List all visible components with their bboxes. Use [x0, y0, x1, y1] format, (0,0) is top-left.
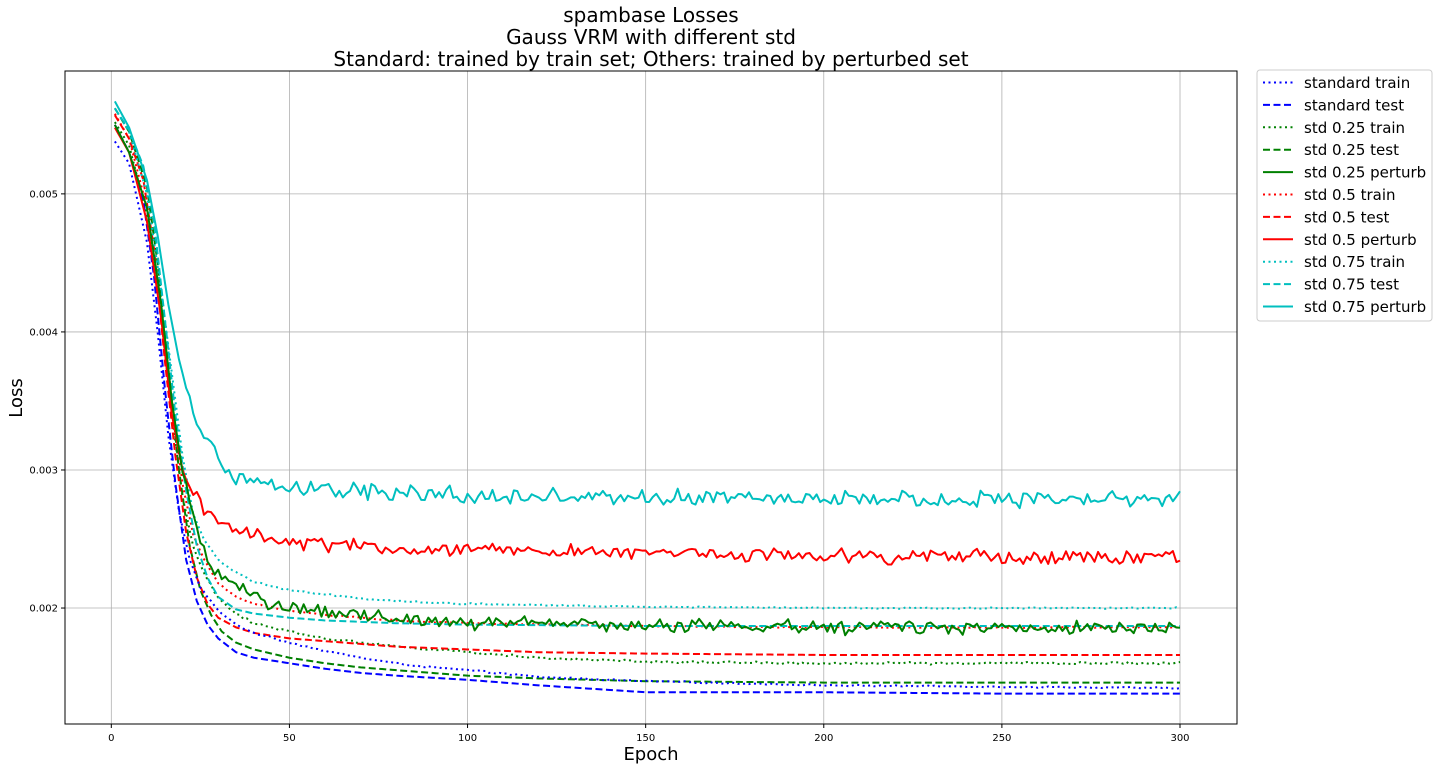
series-line-std-0-5-test: [114, 114, 1180, 656]
x-tick-label: 50: [283, 733, 296, 744]
chart-title: spambase Losses Gauss VRM with different…: [333, 3, 968, 71]
legend-label: std 0.25 perturb: [1304, 164, 1426, 182]
legend-box: [1256, 69, 1433, 322]
legend-label: std 0.75 train: [1304, 253, 1405, 271]
chart-title-line-1: spambase Losses: [563, 3, 738, 27]
series-line-std-0-75-perturb: [113, 100, 1181, 510]
y-tick-label: 0.004: [29, 327, 58, 338]
legend: standard train standard test std 0.25 trai…: [1256, 69, 1433, 322]
x-axis-label: Epoch: [623, 744, 678, 765]
y-tick-label: 0.002: [29, 604, 58, 615]
legend-label: std 0.75 test: [1304, 276, 1399, 294]
series-line-std-0-25-perturb: [113, 124, 1181, 637]
chart-title-line-2: Gauss VRM with different std: [506, 25, 796, 49]
series-line-standard-test: [113, 124, 1180, 695]
legend-label: std 0.5 test: [1304, 208, 1390, 226]
x-tick-label: 250: [992, 733, 1011, 744]
x-tick-label: 0: [108, 733, 114, 744]
x-tick-label: 200: [814, 733, 833, 744]
series-line-standard-train: [114, 140, 1181, 690]
legend-label: std 0.5 train: [1304, 186, 1396, 204]
series-line-std-0-5-perturb: [114, 127, 1181, 566]
plot-area: [113, 100, 1181, 695]
series-line-std-0-25-test: [114, 107, 1180, 684]
legend-label: std 0.25 test: [1304, 141, 1399, 159]
x-tick-label: 150: [636, 733, 655, 744]
series-line-std-0-75-train: [114, 107, 1181, 610]
x-axis-ticks: 0 50 100 150 200 250 300: [108, 724, 1190, 744]
y-tick-label: 0.005: [29, 189, 58, 200]
legend-label: std 0.75 perturb: [1304, 298, 1426, 316]
series-line-std-0-25-train: [114, 121, 1181, 666]
y-axis-label: Loss: [6, 378, 27, 417]
series-line-std-0-5-train: [114, 113, 1181, 630]
y-tick-label: 0.003: [29, 465, 58, 476]
grid: [65, 71, 1237, 724]
plot-frame: [64, 70, 1238, 725]
series-line-std-0-75-test: [114, 107, 1180, 627]
x-tick-label: 100: [458, 733, 477, 744]
legend-label: standard train: [1304, 74, 1410, 92]
chart-title-line-3: Standard: trained by train set; Others: …: [333, 47, 968, 71]
x-tick-label: 300: [1170, 733, 1189, 744]
legend-label: std 0.25 train: [1304, 119, 1405, 137]
legend-label: standard test: [1304, 96, 1404, 114]
y-axis-ticks: 0.002 0.003 0.004 0.005: [29, 189, 65, 615]
legend-label: std 0.5 perturb: [1304, 231, 1417, 249]
